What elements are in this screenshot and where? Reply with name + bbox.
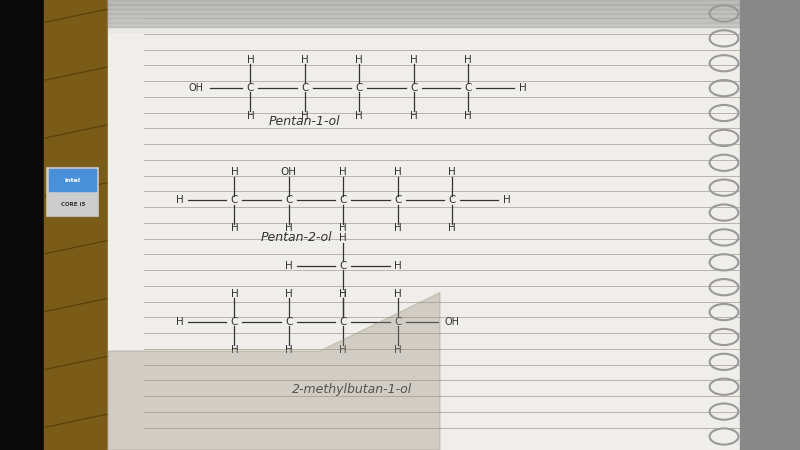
Text: C: C	[246, 83, 254, 93]
Text: H: H	[285, 345, 293, 355]
Text: C: C	[410, 83, 418, 93]
Text: H: H	[246, 111, 254, 121]
Text: C: C	[448, 195, 456, 205]
Text: C: C	[301, 83, 309, 93]
Text: H: H	[230, 167, 238, 177]
Text: C: C	[230, 317, 238, 327]
Text: H: H	[410, 55, 418, 65]
Bar	[108, 9, 744, 14]
Text: H: H	[230, 289, 238, 299]
Text: CORE i5: CORE i5	[61, 202, 85, 207]
Text: C: C	[394, 195, 402, 205]
Text: H: H	[339, 289, 347, 299]
Text: C: C	[230, 195, 238, 205]
Text: H: H	[339, 233, 347, 243]
Bar	[108, 0, 744, 4]
Bar	[108, 18, 744, 22]
Text: H: H	[301, 111, 309, 121]
Text: H: H	[301, 55, 309, 65]
Text: C: C	[339, 261, 347, 271]
Bar	[108, 14, 744, 18]
Bar	[108, 32, 744, 36]
Text: Pentan-2-ol: Pentan-2-ol	[260, 231, 332, 243]
Bar	[44, 0, 108, 450]
Text: H: H	[246, 55, 254, 65]
Text: H: H	[518, 83, 526, 93]
Text: H: H	[464, 111, 472, 121]
Bar	[108, 0, 740, 27]
Bar	[49, 169, 96, 191]
Text: H: H	[410, 111, 418, 121]
Text: H: H	[355, 55, 363, 65]
Text: H: H	[339, 289, 347, 299]
Text: H: H	[502, 195, 510, 205]
Text: C: C	[285, 195, 293, 205]
Text: OH: OH	[445, 317, 459, 327]
Text: H: H	[394, 261, 402, 271]
Text: Pentan-1-ol: Pentan-1-ol	[268, 115, 340, 128]
Text: H: H	[448, 223, 456, 233]
Bar	[740, 0, 800, 450]
Text: H: H	[394, 167, 402, 177]
Polygon shape	[108, 292, 440, 450]
Text: C: C	[355, 83, 363, 93]
Text: OH: OH	[189, 83, 203, 93]
Text: H: H	[464, 55, 472, 65]
Bar	[108, 27, 744, 32]
Text: H: H	[230, 345, 238, 355]
Bar	[108, 4, 744, 9]
Text: H: H	[394, 345, 402, 355]
Text: OH: OH	[281, 167, 297, 177]
Text: H: H	[176, 317, 184, 327]
Text: H: H	[285, 289, 293, 299]
Text: C: C	[339, 195, 347, 205]
Bar	[46, 166, 98, 216]
Text: H: H	[339, 223, 347, 233]
Text: H: H	[394, 289, 402, 299]
Text: H: H	[448, 167, 456, 177]
Text: C: C	[464, 83, 472, 93]
Text: H: H	[355, 111, 363, 121]
Text: intel: intel	[65, 178, 81, 184]
Text: H: H	[285, 223, 293, 233]
Text: C: C	[285, 317, 293, 327]
Text: H: H	[285, 261, 293, 271]
Polygon shape	[108, 0, 744, 450]
Text: H: H	[176, 195, 184, 205]
Bar	[0, 0, 44, 450]
Text: C: C	[394, 317, 402, 327]
Text: H: H	[339, 167, 347, 177]
Bar	[108, 22, 744, 27]
Text: H: H	[394, 223, 402, 233]
Text: C: C	[339, 317, 347, 327]
Text: H: H	[230, 223, 238, 233]
Text: H: H	[339, 345, 347, 355]
Text: 2-methylbutan-1-ol: 2-methylbutan-1-ol	[292, 383, 412, 396]
